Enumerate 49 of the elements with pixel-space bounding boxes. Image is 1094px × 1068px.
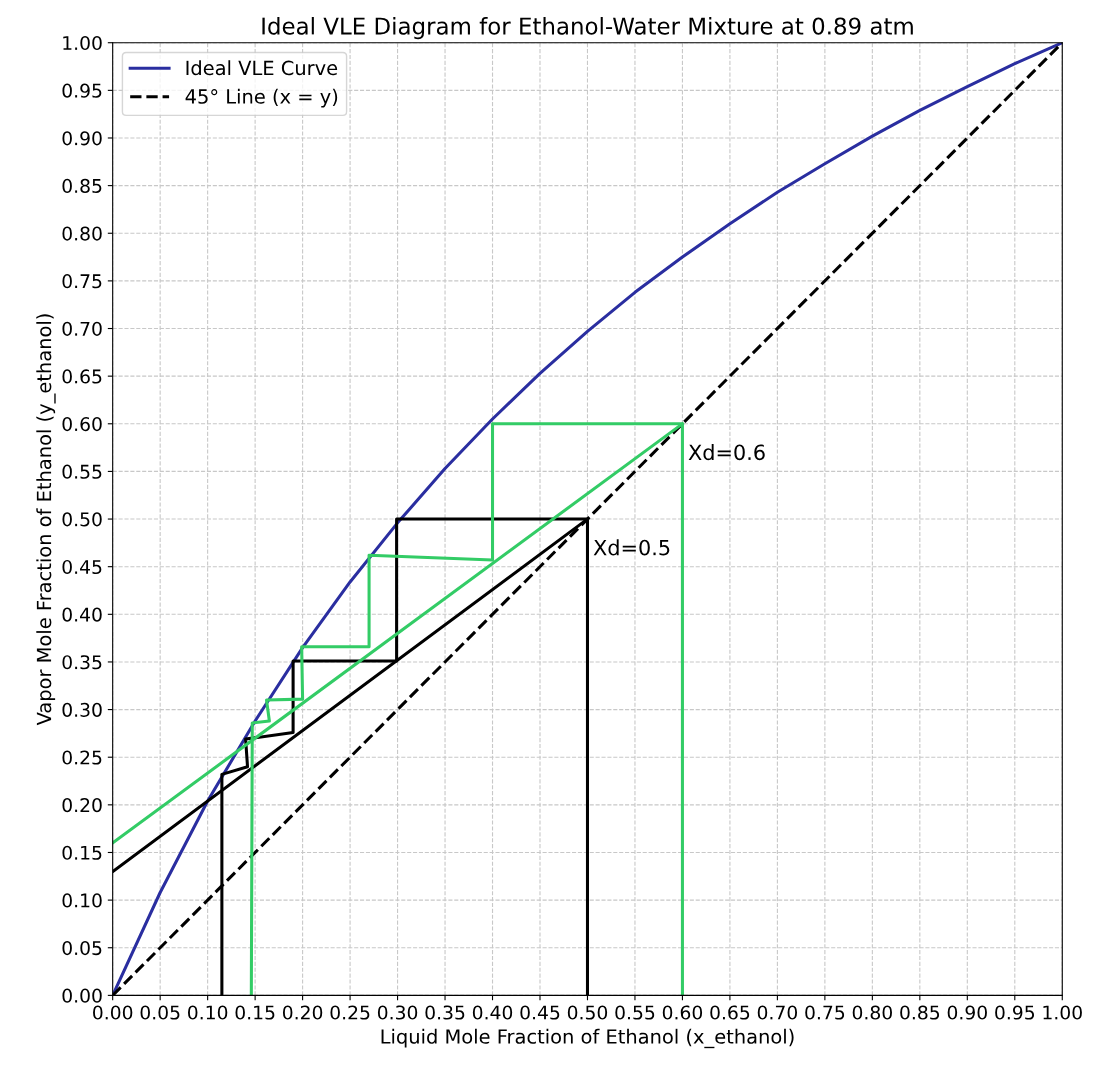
y-axis-title: Vapor Mole Fraction of Ethanol (y_ethanol) (36, 314, 56, 726)
annotation: Xd=0.5 (593, 539, 670, 556)
x-tick-label: 0.75 (805, 1005, 845, 1020)
x-tick-label: 0.90 (947, 1005, 987, 1020)
y-tick-label: 0.50 (62, 512, 102, 527)
x-tick-label: 0.60 (662, 1005, 703, 1020)
x-tick-label: 0.85 (900, 1005, 940, 1020)
x-tick-label: 0.25 (330, 1005, 370, 1020)
x-tick-label: 0.30 (377, 1005, 418, 1020)
annotation: Xd=0.6 (688, 444, 765, 461)
chart-title: Ideal VLE Diagram for Ethanol-Water Mixture at 0.89 atm (262, 16, 913, 40)
x-tick-label: 0.95 (995, 1005, 1035, 1020)
y-tick-label: 0.95 (62, 83, 102, 98)
x-tick-label: 0.55 (615, 1005, 655, 1020)
y-tick-label: 0.40 (62, 607, 102, 622)
x-tick-label: 0.10 (188, 1005, 228, 1020)
y-tick-label: 0.55 (62, 464, 102, 479)
y-tick-label: 0.05 (62, 940, 102, 956)
y-tick-label: 0.15 (62, 845, 102, 860)
y-tick-label: 0.30 (62, 702, 102, 717)
x-tick-label: 0.50 (567, 1005, 608, 1020)
y-tick-label: 1.00 (63, 35, 102, 51)
y-tick-label: 0.70 (62, 321, 102, 336)
y-tick-label: 0.75 (62, 274, 102, 289)
y-tick-label: 0.10 (62, 893, 102, 908)
x-tick-label: 0.65 (710, 1005, 750, 1020)
y-tick-label: 0.35 (62, 655, 102, 670)
x-tick-label: 0.35 (425, 1005, 465, 1020)
y-tick-label: 0.90 (62, 131, 102, 146)
x-tick-label: 0.00 (93, 1005, 133, 1020)
x-tick-label: 0.70 (757, 1005, 798, 1020)
legend-label: 45° Line (x = y) (185, 88, 338, 108)
x-tick-label: 0.40 (472, 1005, 513, 1020)
y-tick-label: 0.85 (62, 178, 102, 194)
y-tick-label: 0.25 (62, 750, 102, 765)
y-tick-label: 0.65 (62, 369, 102, 384)
x-tick-label: 0.20 (282, 1005, 323, 1020)
legend-label: Ideal VLE Curve (186, 60, 338, 76)
x-tick-label: 0.05 (140, 1005, 180, 1020)
x-tick-label: 0.45 (520, 1005, 560, 1020)
y-tick-label: 0.60 (62, 416, 102, 432)
x-axis-title: Liquid Mole Fraction of Ethanol (x_ethanol) (381, 1028, 794, 1049)
y-tick-label: 0.00 (62, 988, 102, 1003)
y-tick-label: 0.45 (62, 559, 102, 575)
y-tick-label: 0.80 (62, 226, 102, 241)
x-tick-label: 0.80 (852, 1005, 892, 1020)
x-tick-label: 1.00 (1043, 1005, 1082, 1020)
y-tick-label: 0.20 (62, 798, 102, 813)
x-tick-label: 0.15 (235, 1005, 275, 1020)
